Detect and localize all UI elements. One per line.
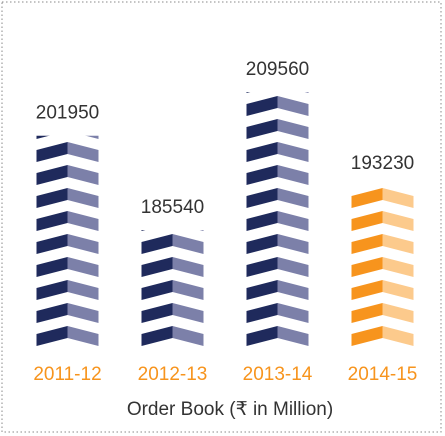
bar bbox=[36, 135, 99, 348]
bar bbox=[246, 92, 309, 348]
value-label: 201950 bbox=[36, 103, 99, 124]
x-tick-label: 2011-12 bbox=[33, 364, 101, 385]
value-label: 185540 bbox=[141, 197, 204, 218]
x-tick-label: 2012-13 bbox=[138, 364, 208, 385]
axis-title: Order Book (₹ in Million) bbox=[127, 399, 333, 420]
value-label: 209560 bbox=[246, 59, 309, 80]
value-label: 193230 bbox=[351, 153, 414, 174]
x-tick-label: 2014-15 bbox=[348, 364, 418, 385]
bar bbox=[141, 230, 204, 348]
x-tick-label: 2013-14 bbox=[243, 364, 313, 385]
bar bbox=[351, 185, 414, 348]
